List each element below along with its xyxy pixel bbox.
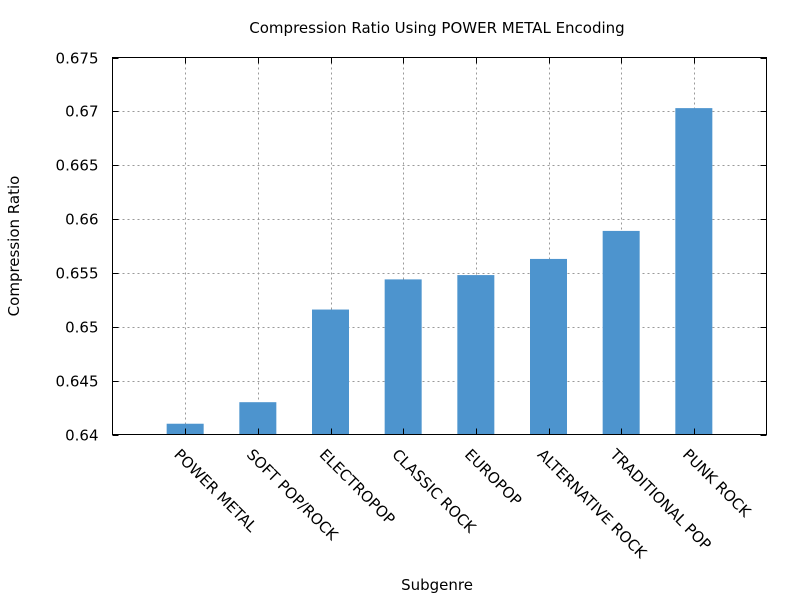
y-tick-label: 0.65 (65, 319, 98, 337)
bar (530, 258, 567, 435)
bar (239, 402, 277, 435)
bar (457, 275, 495, 435)
bar (384, 279, 422, 435)
y-tick-label: 0.645 (56, 373, 99, 391)
chart-title: Compression Ratio Using POWER METAL Enco… (249, 19, 624, 37)
y-axis-label: Compression Ratio (5, 176, 23, 317)
y-tick-label: 0.64 (65, 427, 98, 445)
y-tick-label: 0.67 (65, 103, 98, 121)
grid (112, 57, 767, 435)
bar (312, 309, 349, 435)
bar (675, 108, 713, 435)
x-tick-label: ELECTROPOP (316, 446, 399, 529)
y-tick-label: 0.655 (56, 265, 99, 283)
x-tick-label: EUROPOP (461, 446, 525, 510)
bar (602, 230, 640, 435)
y-tick-label: 0.66 (65, 211, 98, 229)
y-tick-label: 0.665 (56, 157, 99, 175)
y-tick-label: 0.675 (56, 50, 99, 68)
bars (166, 108, 713, 435)
x-tick-label: PUNK ROCK (679, 446, 755, 522)
plot-frame (112, 57, 767, 435)
y-axis-ticks: 0.64 0.645 0.65 0.655 0.66 0.665 0.67 0.675 (56, 50, 767, 445)
x-axis-label: Subgenre (401, 576, 473, 594)
